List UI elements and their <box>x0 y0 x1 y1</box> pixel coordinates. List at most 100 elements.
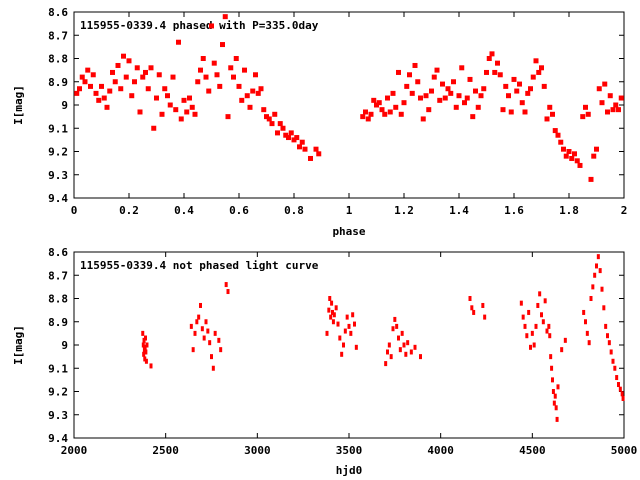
data-point <box>167 102 173 108</box>
y-tick-label: 9.2 <box>48 146 68 159</box>
data-point <box>347 323 351 329</box>
y-tick-label: 9 <box>61 339 68 352</box>
x-tick-label: 1.6 <box>504 204 524 217</box>
data-point <box>228 65 234 71</box>
data-point <box>484 69 489 75</box>
data-point <box>291 137 297 143</box>
data-point <box>468 296 472 301</box>
data-point <box>529 344 532 350</box>
data-point <box>602 81 608 87</box>
data-point <box>536 69 542 75</box>
data-point <box>391 326 395 332</box>
unphased-x-axis-label: hjd0 <box>336 464 363 477</box>
data-point <box>397 335 400 341</box>
data-point <box>561 146 566 152</box>
data-point <box>445 86 451 92</box>
data-point <box>143 69 148 75</box>
data-point <box>404 83 410 89</box>
data-point <box>360 114 366 120</box>
data-point <box>409 349 413 355</box>
data-point <box>426 107 432 113</box>
data-point <box>577 162 583 168</box>
x-tick-label: 0.2 <box>119 204 139 217</box>
data-point <box>275 130 280 136</box>
data-point <box>211 365 215 371</box>
data-point <box>299 139 305 145</box>
data-point <box>552 400 556 406</box>
data-point <box>606 333 609 339</box>
data-point <box>231 74 236 80</box>
data-point <box>423 93 429 99</box>
data-point <box>206 88 212 94</box>
data-point <box>429 88 434 94</box>
x-tick-label: 3000 <box>244 444 271 457</box>
data-point <box>144 358 148 364</box>
data-point <box>553 393 557 399</box>
data-point <box>467 76 473 82</box>
data-point <box>532 342 536 348</box>
data-point <box>607 340 611 346</box>
data-point <box>585 330 589 336</box>
data-point <box>189 104 195 110</box>
data-point <box>401 100 407 106</box>
data-point <box>595 263 598 269</box>
data-point <box>208 340 212 346</box>
data-point <box>178 116 184 122</box>
data-point <box>141 342 145 348</box>
data-point <box>525 90 531 96</box>
data-point <box>604 323 608 329</box>
data-point <box>210 354 213 360</box>
data-point <box>398 111 404 117</box>
data-point <box>549 354 553 360</box>
data-point <box>580 114 586 120</box>
data-point <box>554 405 558 411</box>
data-point <box>398 347 402 353</box>
data-point <box>527 309 531 315</box>
data-point <box>412 62 418 68</box>
y-tick-label: 9.2 <box>48 386 68 399</box>
data-point <box>525 333 529 339</box>
data-point <box>371 97 377 103</box>
data-point <box>563 337 567 343</box>
y-tick-label: 8.8 <box>48 293 68 306</box>
data-point <box>481 302 485 308</box>
data-point <box>145 86 151 92</box>
data-point <box>132 79 137 85</box>
data-point <box>547 323 551 329</box>
data-point <box>209 23 214 29</box>
data-point <box>255 90 261 96</box>
data-point <box>599 100 605 106</box>
data-point <box>609 349 613 355</box>
phased-ticks: 0 0.2 0.4 0.6 0.8 1 1.2 1.4 1.6 1.8 2 8.6 8.7 8.8 8.9 9… <box>48 6 627 217</box>
data-point <box>551 377 554 383</box>
x-tick-label: 2000 <box>61 444 88 457</box>
data-point <box>545 328 549 334</box>
data-point <box>431 74 437 80</box>
data-point <box>197 314 201 320</box>
data-point <box>473 88 478 94</box>
data-point <box>121 53 126 59</box>
data-point <box>233 56 239 61</box>
unphased-chart-title: 115955-0339.4 not phased light curve <box>80 259 319 272</box>
data-point <box>540 312 543 318</box>
data-point <box>602 305 606 311</box>
data-point <box>156 72 162 78</box>
data-point <box>591 153 597 159</box>
data-point <box>472 309 476 315</box>
data-point <box>129 93 135 99</box>
data-point <box>308 155 313 161</box>
data-point <box>470 114 476 120</box>
data-point <box>82 79 88 85</box>
data-point <box>618 386 622 392</box>
data-point <box>236 83 242 89</box>
data-point <box>387 109 393 115</box>
data-point <box>159 111 165 117</box>
data-point <box>325 330 329 336</box>
data-point <box>330 300 334 306</box>
data-point <box>203 74 209 80</box>
data-point <box>353 321 356 327</box>
data-point <box>195 319 199 325</box>
data-point <box>615 375 619 381</box>
data-point <box>593 272 597 278</box>
data-point <box>585 111 591 117</box>
